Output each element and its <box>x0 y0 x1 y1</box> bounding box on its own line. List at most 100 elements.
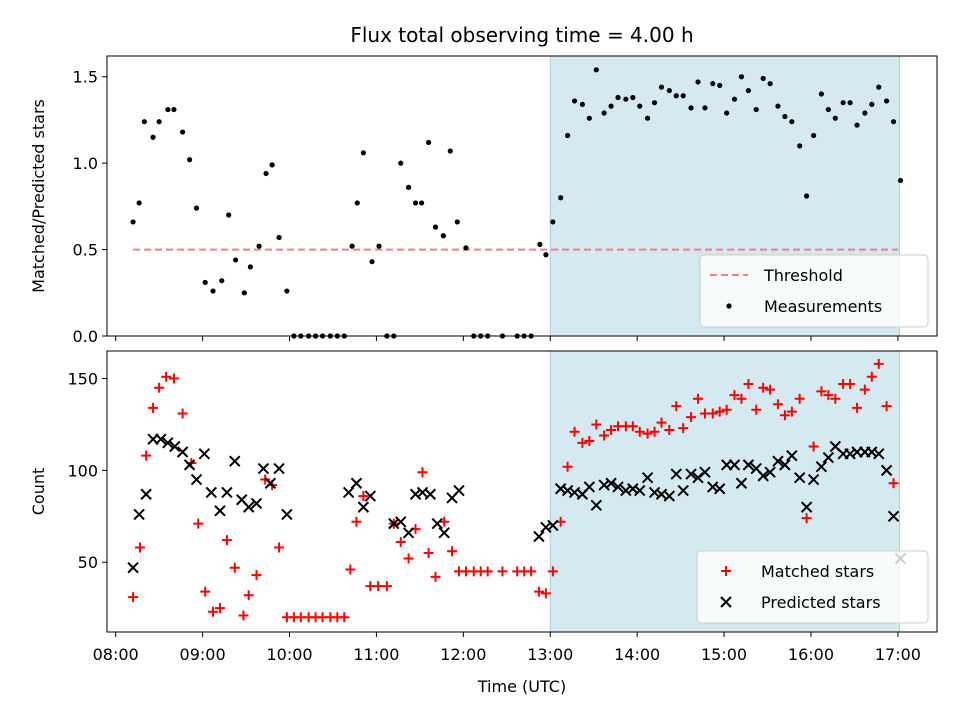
predicted-stars-point <box>264 477 277 489</box>
measurement-point <box>673 93 679 99</box>
matched-stars-point <box>765 384 776 395</box>
predicted-stars-point <box>257 462 270 475</box>
x-tick-label: 12:00 <box>440 645 486 664</box>
matched-stars-point <box>128 592 139 603</box>
plot-frame <box>106 350 938 633</box>
predicted-stars-point <box>699 466 711 478</box>
matched-stars-point <box>238 610 249 621</box>
measurement-point <box>840 100 846 106</box>
measurement-point <box>447 148 453 154</box>
y-tick-label: 0.5 <box>73 241 98 260</box>
measurement-point <box>825 106 831 113</box>
measurement-point <box>579 101 586 107</box>
matched-stars-point <box>758 382 769 393</box>
legend-label: Matched stars <box>761 562 874 581</box>
matched-stars-point <box>736 393 747 404</box>
predicted-stars-point <box>648 486 661 499</box>
measurement-point <box>644 115 651 121</box>
predicted-stars-point <box>402 527 415 539</box>
x-tick-label: 14:00 <box>614 645 660 664</box>
predicted-stars-point <box>438 527 450 539</box>
matched-stars-point <box>664 424 675 435</box>
measurement-point <box>537 241 543 247</box>
measurement-point <box>150 134 156 140</box>
predicted-stars-point <box>612 481 624 493</box>
y-tick-label: 150 <box>67 370 98 389</box>
measurement-point <box>724 110 730 116</box>
measurement-point <box>637 103 643 109</box>
measurement-point <box>745 87 752 94</box>
measurement-point <box>565 132 571 139</box>
measurement-point <box>571 98 578 104</box>
measurement-point <box>623 96 629 102</box>
predicted-stars-point <box>453 484 465 497</box>
measurement-point <box>276 234 282 241</box>
matched-stars-point <box>656 417 667 428</box>
measurement-point <box>897 177 904 184</box>
measurement-point <box>247 264 254 270</box>
matched-stars-point <box>148 402 159 413</box>
matched-stars-point <box>351 516 362 527</box>
legend-measurement-swatch <box>726 303 732 309</box>
matched-stars-point <box>743 379 754 390</box>
predicted-stars-point <box>350 477 363 489</box>
matched-stars-point <box>873 358 884 369</box>
measurement-point <box>680 93 686 99</box>
predicted-stars-point <box>342 486 355 499</box>
legend-box <box>699 254 929 328</box>
measurement-point <box>136 200 142 206</box>
measurement-point <box>558 195 564 201</box>
measurement-point <box>854 122 860 128</box>
matched-stars-point <box>135 542 146 553</box>
measurement-point <box>869 101 875 107</box>
x-tick-label: 09:00 <box>180 645 226 664</box>
matched-stars-point <box>721 404 732 415</box>
measurement-point <box>180 129 186 135</box>
matched-stars-point <box>606 424 617 435</box>
matched-stars-point <box>345 564 356 575</box>
predicted-stars-point <box>221 486 233 499</box>
predicted-stars-point <box>127 562 139 574</box>
matched-stars-point <box>678 423 689 434</box>
measurement-point <box>269 162 275 168</box>
measurement-point <box>782 113 788 120</box>
measurement-point <box>753 106 759 113</box>
matched-stars-point <box>707 408 718 419</box>
legend-matched-swatch <box>721 566 731 576</box>
measurement-point <box>550 219 556 225</box>
measurement-point <box>876 84 882 90</box>
matched-stars-point <box>497 566 508 577</box>
predicted-stars-point <box>540 521 552 534</box>
measurement-point <box>202 279 208 286</box>
matched-stars-point <box>373 581 384 592</box>
predicted-stars-point <box>242 501 255 513</box>
predicted-stars-point <box>133 508 145 521</box>
measurement-point <box>425 139 432 146</box>
x-axis-label: Time (UTC) <box>477 677 566 696</box>
predicted-stars-point <box>605 477 617 489</box>
measurement-point <box>360 150 366 156</box>
matched-stars-point <box>395 537 406 548</box>
matched-stars-point <box>154 382 165 393</box>
measurement-point <box>412 200 419 206</box>
predicted-stars-point <box>779 459 791 471</box>
legend-label: Measurements <box>764 297 882 316</box>
matched-stars-point <box>591 419 602 430</box>
x-tick-label: 11:00 <box>353 645 399 664</box>
predicted-stars-point <box>431 517 443 530</box>
measurement-point <box>818 91 825 97</box>
matched-stars-point <box>177 408 188 419</box>
predicted-stars-point <box>728 459 741 471</box>
measurement-point <box>760 75 766 82</box>
legend-label: Threshold <box>763 266 843 285</box>
y-tick-label: 1.5 <box>73 68 98 87</box>
matched-stars-point <box>584 435 595 446</box>
matched-stars-point <box>161 371 172 382</box>
matched-stars-point <box>686 412 697 423</box>
matched-stars-point <box>243 590 254 601</box>
ratio-panel: 0.0 0.5 1.0 1.5 Matched/Predicted stars Thres… <box>29 55 938 346</box>
predicted-stars-point <box>685 468 697 480</box>
predicted-stars-point <box>554 483 567 495</box>
predicted-stars-point <box>250 497 263 510</box>
